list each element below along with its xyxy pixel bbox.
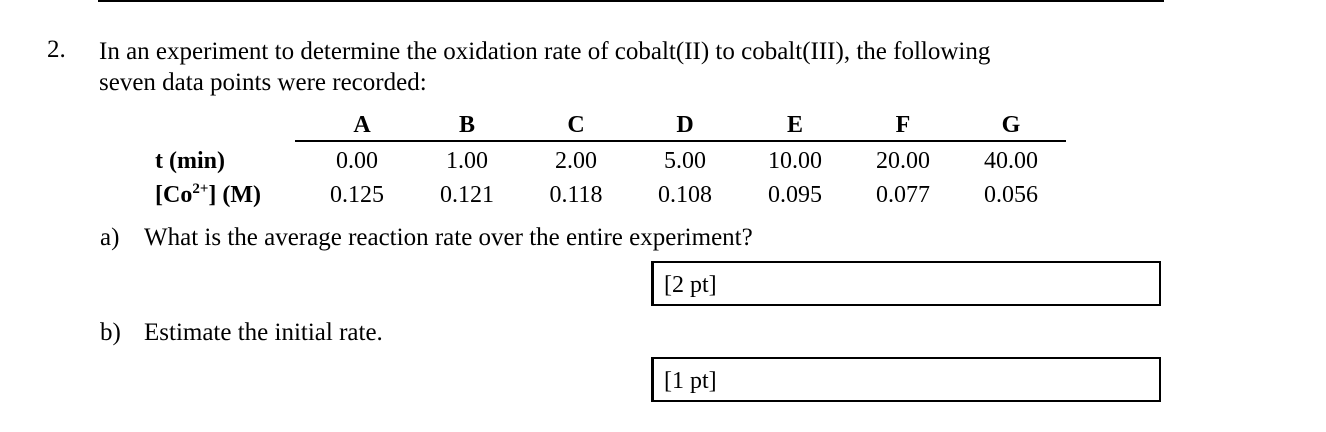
- cell-conc-e: 0.095: [768, 182, 822, 208]
- cell-conc-d: 0.108: [658, 182, 712, 208]
- question-number: 2.: [47, 36, 66, 63]
- part-b-answer-box[interactable]: [1 pt]: [651, 357, 1161, 402]
- row-label-time: t (min): [155, 148, 225, 174]
- header-rule: [295, 140, 1066, 142]
- question-text-line-1: In an experiment to determine the oxidat…: [99, 38, 991, 65]
- cell-time-g: 40.00: [984, 148, 1038, 174]
- concentration-label-suffix: ] (M): [208, 182, 262, 208]
- column-header-b: B: [458, 112, 475, 138]
- row-label-concentration: [Co2+] (M): [155, 182, 261, 209]
- cell-time-c: 2.00: [555, 148, 597, 174]
- part-b-question: Estimate the initial rate.: [144, 319, 383, 346]
- column-header-a: A: [353, 112, 371, 138]
- cell-time-f: 20.00: [876, 148, 930, 174]
- part-a-answer-box[interactable]: [2 pt]: [651, 261, 1161, 306]
- column-header-g: G: [1001, 112, 1021, 138]
- column-header-f: F: [895, 112, 911, 138]
- cell-time-b: 1.00: [446, 148, 488, 174]
- column-header-e: E: [786, 112, 803, 138]
- column-header-d: D: [676, 112, 694, 138]
- part-a-letter: a): [100, 224, 120, 251]
- cell-time-d: 5.00: [664, 148, 706, 174]
- concentration-label-prefix: [Co: [155, 182, 193, 208]
- part-b-letter: b): [100, 319, 121, 346]
- question-text: In an experiment to determine the oxidat…: [99, 36, 1199, 98]
- cell-time-e: 10.00: [768, 148, 822, 174]
- question-text-line-2: seven data points were recorded:: [99, 69, 427, 96]
- cell-conc-f: 0.077: [876, 182, 930, 208]
- part-a-question: What is the average reaction rate over t…: [144, 224, 753, 251]
- column-header-c: C: [567, 112, 585, 138]
- cell-conc-b: 0.121: [440, 182, 494, 208]
- cell-conc-g: 0.056: [984, 182, 1038, 208]
- part-b-points: [1 pt]: [664, 368, 717, 394]
- cell-time-a: 0.00: [336, 148, 378, 174]
- part-a-points: [2 pt]: [664, 272, 717, 298]
- top-rule: [98, 0, 1164, 2]
- concentration-label-superscript: 2+: [192, 181, 209, 197]
- cell-conc-c: 0.118: [549, 182, 603, 208]
- cell-conc-a: 0.125: [330, 182, 384, 208]
